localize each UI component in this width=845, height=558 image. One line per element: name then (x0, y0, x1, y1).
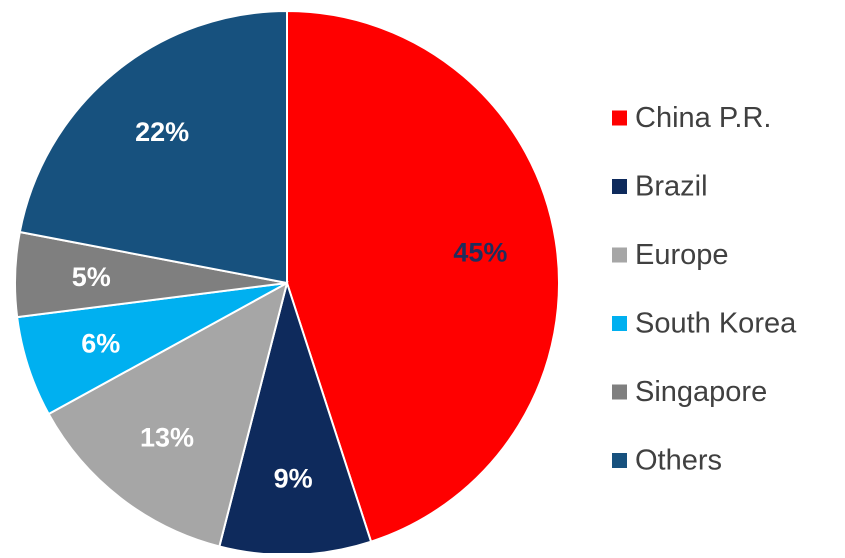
pie-slices (14, 9, 560, 556)
pie-slice-others (18, 9, 288, 285)
legend-label-singapore: Singapore (635, 376, 767, 408)
legend: China P.R. Brazil Europe South Korea Singapo… (612, 102, 797, 477)
legend-swatch-china-p-r (612, 110, 627, 126)
legend-label-china-p-r: China P.R. (635, 102, 772, 134)
pie-slice-china-p-r (286, 9, 560, 543)
data-label-others: 22% (135, 117, 189, 147)
legend-swatch-south-korea (612, 316, 627, 331)
legend-swatch-brazil (612, 179, 627, 194)
legend-swatch-singapore (612, 384, 627, 400)
legend-item-singapore: Singapore (612, 376, 767, 408)
legend-item-others: Others (612, 445, 722, 477)
data-label-brazil: 9% (274, 464, 313, 494)
legend-swatch-europe (612, 247, 627, 263)
legend-label-europe: Europe (635, 239, 729, 271)
data-label-china-p-r: 45% (453, 237, 507, 267)
pie-data-labels: 45% 9% 13% 6% 5% 22% (72, 117, 508, 494)
legend-swatch-others (612, 453, 627, 468)
legend-label-others: Others (635, 445, 722, 477)
data-label-europe: 13% (140, 423, 194, 453)
legend-item-south-korea: South Korea (612, 308, 797, 340)
pie-slice-europe (47, 281, 289, 548)
legend-item-europe: Europe (612, 239, 729, 271)
legend-label-south-korea: South Korea (635, 308, 797, 340)
legend-label-brazil: Brazil (635, 171, 708, 203)
data-label-singapore: 5% (72, 262, 111, 292)
legend-item-brazil: Brazil (612, 171, 708, 203)
legend-item-china-p-r: China P.R. (612, 102, 772, 134)
data-label-south-korea: 6% (81, 329, 120, 359)
